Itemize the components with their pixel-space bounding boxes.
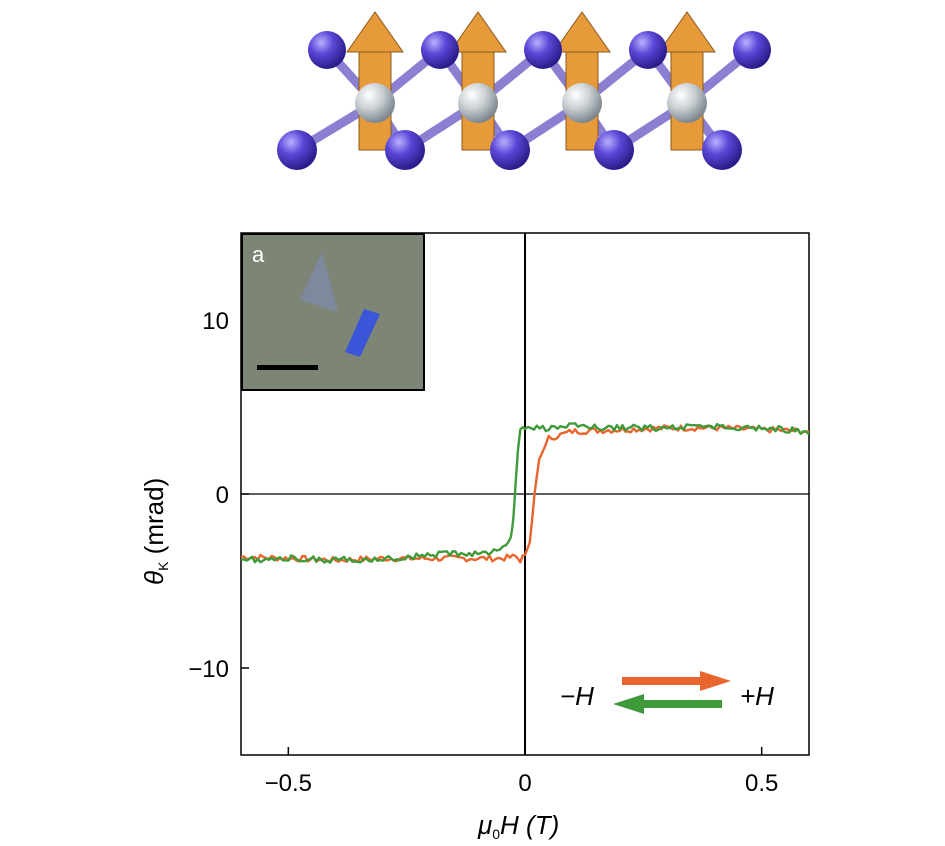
y-tick-label: 0 [216, 482, 229, 509]
legend-arrow-increasing-head [700, 671, 731, 691]
x-tick-label: −0.5 [265, 770, 312, 797]
x-label-base: μ [477, 810, 492, 840]
y-axis-label: θK (mrad) [139, 478, 171, 585]
metal-atom [667, 83, 707, 123]
svg-text:μ0H (T): μ0H (T) [477, 810, 559, 842]
ligand-atom [524, 31, 562, 69]
series-line [241, 422, 809, 564]
ligand-atom [594, 130, 634, 170]
spin-arrow-head [449, 11, 507, 53]
x-label-tail: H (T) [500, 810, 559, 840]
thin-flake [300, 252, 338, 312]
inset-background [242, 234, 424, 390]
series-layer [241, 422, 809, 564]
y-label-tail: (mrad) [139, 478, 169, 562]
metal-atom [562, 83, 602, 123]
ligand-atom [308, 31, 346, 69]
x-axis-label: μ0H (T) [477, 810, 559, 842]
ligand-atom [421, 31, 459, 69]
ligand-atom [733, 31, 771, 69]
ligand-atom [629, 31, 667, 69]
ligand-atom [702, 130, 742, 170]
scale-bar [257, 365, 318, 370]
legend-arrow-decreasing-head [613, 694, 644, 714]
x-label-sub: 0 [492, 826, 500, 842]
axis-ticks: −0.5 0 0.5 −10 0 10 [188, 308, 778, 797]
x-tick-label: 0.5 [745, 770, 778, 797]
spin-arrow-head [553, 11, 611, 53]
inset-label: a [252, 242, 265, 267]
legend-minus-h-label: −H [560, 681, 594, 711]
spin-arrow-head [346, 11, 404, 53]
y-label-sub: K [155, 561, 171, 571]
plot-area: −0.5 0 0.5 −10 0 10 a −H +H [188, 232, 810, 797]
ligand-atom [277, 130, 317, 170]
inset-border [241, 233, 425, 391]
spin-arrow-head [658, 11, 716, 53]
thick-flake [345, 309, 380, 357]
legend-plus-h-label: +H [740, 681, 774, 711]
y-tick-label: 10 [202, 308, 229, 335]
crystal-structure-illustration [277, 11, 771, 170]
y-label-base: θ [139, 571, 169, 585]
ligand-atom [490, 130, 530, 170]
ligand-atom [385, 130, 425, 170]
y-tick-label: −10 [188, 656, 229, 683]
svg-text:θK (mrad): θK (mrad) [139, 478, 171, 585]
x-tick-label: 0 [518, 770, 531, 797]
legend: −H +H [560, 671, 774, 714]
inset-image: a [241, 233, 425, 391]
metal-atom [355, 83, 395, 123]
metal-atom [458, 83, 498, 123]
